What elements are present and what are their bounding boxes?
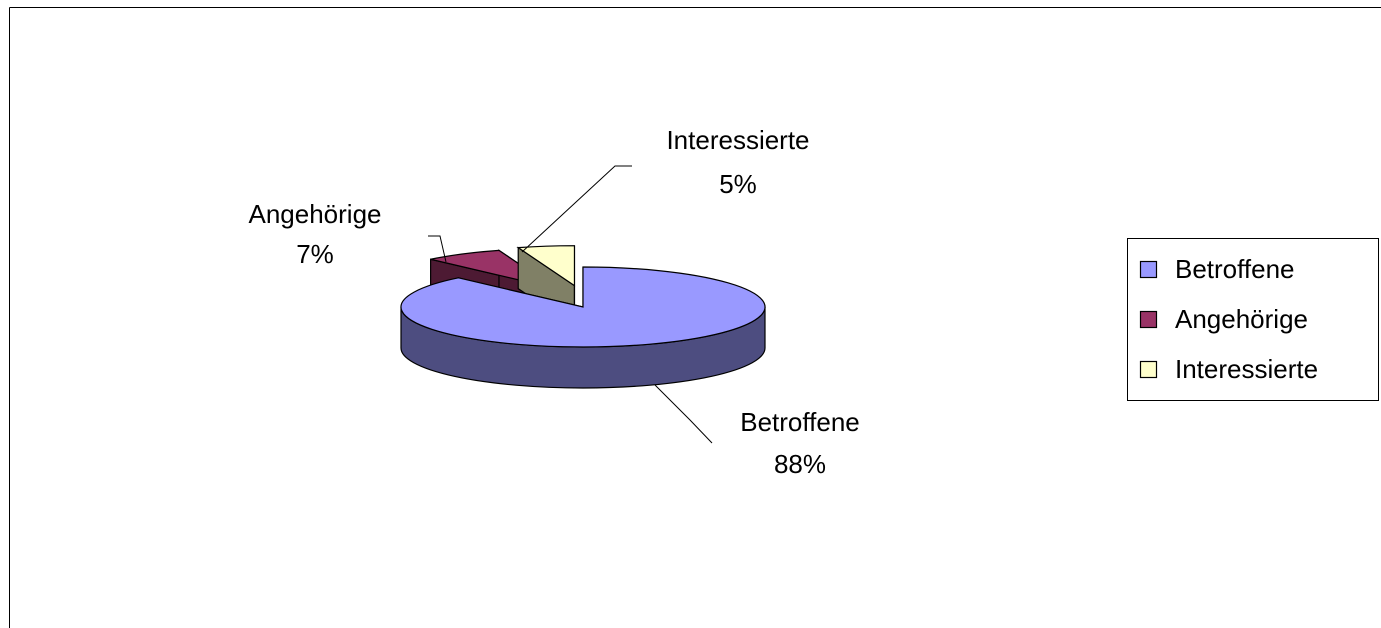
- data-label-name: Interessierte: [666, 125, 809, 155]
- slice-top: [516, 245, 576, 287]
- legend-box: [1127, 238, 1379, 401]
- data-label-name: Betroffene: [740, 407, 860, 437]
- leader-line: [428, 235, 447, 263]
- data-label-value: 88%: [774, 449, 826, 479]
- data-label-name: Angehörige: [249, 199, 382, 229]
- leader-line: [521, 165, 632, 253]
- pie-slice: [400, 266, 766, 389]
- legend-swatch: [1139, 260, 1158, 279]
- legend-label: Angehörige: [1175, 304, 1308, 334]
- slice-top: [400, 266, 766, 348]
- legend-swatch: [1139, 310, 1158, 329]
- leader-line: [654, 384, 713, 444]
- data-label-value: 7%: [296, 239, 334, 269]
- legend-swatch: [1139, 360, 1158, 379]
- legend-label: Betroffene: [1175, 254, 1295, 284]
- legend-label: Interessierte: [1175, 354, 1318, 384]
- data-label-value: 5%: [719, 169, 757, 199]
